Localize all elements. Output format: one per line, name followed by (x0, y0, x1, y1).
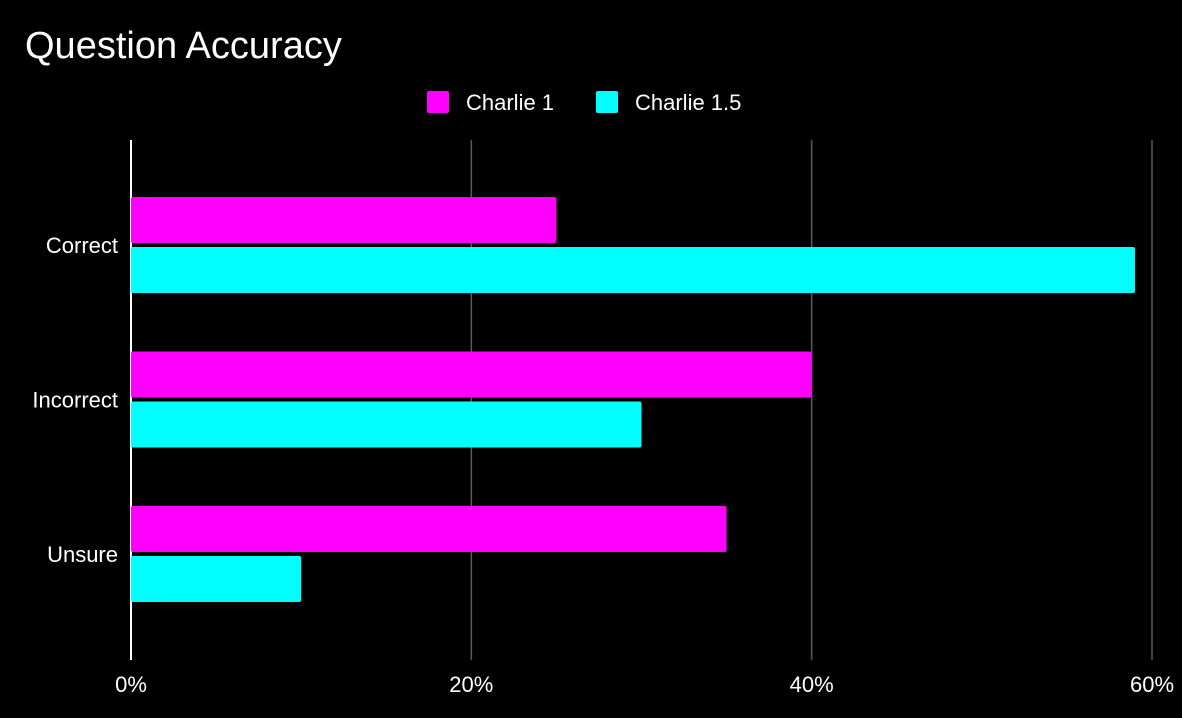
tick-label-20: 20% (449, 672, 493, 697)
bars (131, 197, 1135, 602)
category-label-incorrect: Incorrect (32, 388, 118, 413)
bar-charlie-1-5-correct (131, 247, 1135, 293)
legend-swatch-charlie-1-5 (596, 91, 618, 113)
bar-charlie-1-unsure (131, 506, 727, 552)
tick-label-60: 60% (1130, 672, 1174, 697)
bar-charlie-1-5-incorrect (131, 401, 642, 448)
tick-labels: 0% 20% 40% 60% (115, 672, 1174, 697)
bar-charlie-1-5-unsure (131, 556, 302, 602)
bar-charlie-1-correct (131, 197, 557, 243)
category-label-unsure: Unsure (47, 542, 118, 567)
legend-label-charlie-1-5: Charlie 1.5 (635, 90, 741, 115)
legend-swatch-charlie-1 (427, 91, 449, 113)
legend-label-charlie-1: Charlie 1 (466, 90, 554, 115)
bar-charlie-1-incorrect (131, 351, 812, 398)
category-labels: Correct Incorrect Unsure (32, 233, 118, 567)
category-label-correct: Correct (46, 233, 118, 258)
chart-title: Question Accuracy (25, 25, 342, 67)
legend: Charlie 1 Charlie 1.5 (427, 90, 741, 115)
tick-label-40: 40% (790, 672, 834, 697)
tick-label-0: 0% (115, 672, 147, 697)
